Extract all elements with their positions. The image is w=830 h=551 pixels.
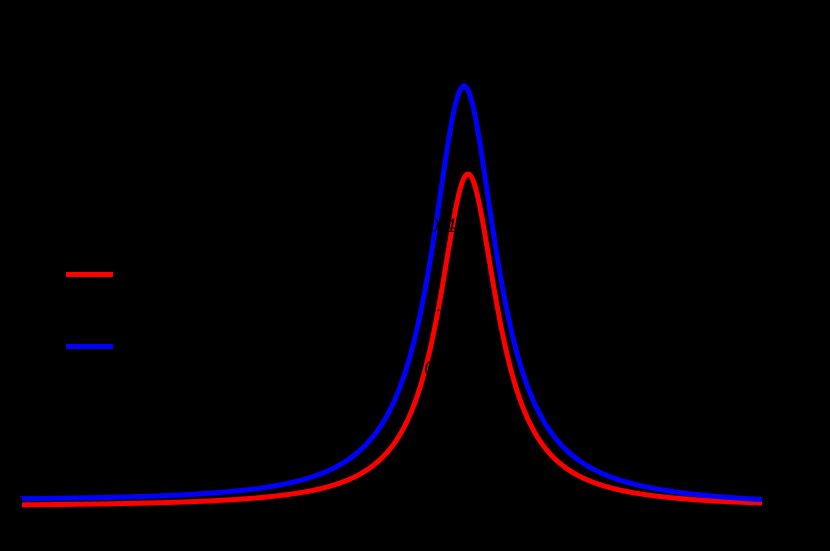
series-blue-line [18,83,764,503]
legend-swatch-blue [66,344,113,349]
legend [66,262,266,406]
legend-swatch-red [66,272,113,277]
legend-item-blue [66,334,266,406]
legend-item-red [66,262,266,334]
y-tick-label: 0 [424,358,436,379]
series-red-line [18,171,764,508]
y-tick-label: 0.4 [428,216,457,237]
y-tick-label: 0.2 [424,295,453,316]
